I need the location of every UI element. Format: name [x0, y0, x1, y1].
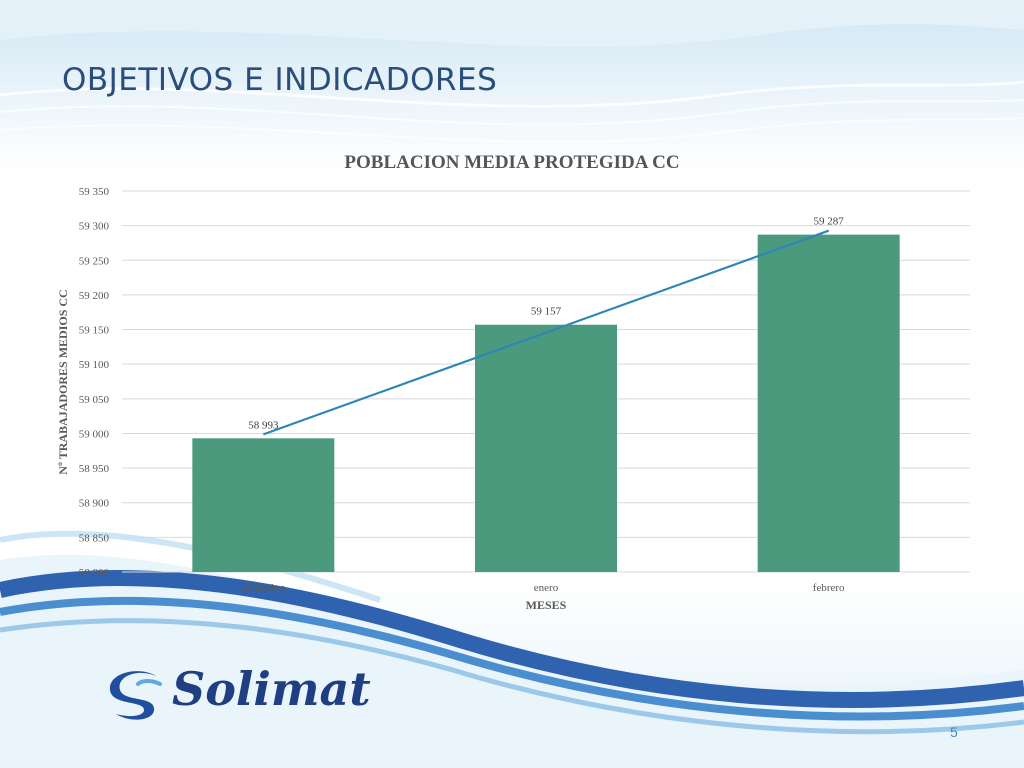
x-tick-labels: diciembre enero febrero	[241, 582, 845, 594]
bar	[192, 438, 335, 572]
y-tick-label: 59 200	[79, 290, 110, 302]
y-tick-label: 59 300	[79, 221, 110, 233]
bars	[192, 234, 900, 572]
logo-text: Solimat	[172, 662, 371, 716]
x-tick-label: febrero	[813, 582, 845, 594]
data-label: 59 157	[531, 306, 562, 318]
y-tick-label: 58 850	[79, 532, 110, 544]
y-tick-label: 58 800	[79, 567, 110, 579]
x-tick-label: diciembre	[241, 582, 285, 594]
data-labels: 58 993 59 157 59 287	[248, 216, 844, 432]
data-label: 59 287	[814, 216, 845, 228]
bar	[757, 234, 900, 572]
chart-title: POBLACION MEDIA PROTEGIDA CC	[344, 152, 679, 173]
top-wave-decoration	[0, 0, 1024, 170]
x-tick-label: enero	[534, 582, 559, 594]
y-tick-label: 59 250	[79, 255, 110, 267]
y-tick-label: 58 950	[79, 463, 110, 475]
logo-mark-icon	[109, 671, 162, 720]
y-axis-title: Nº TRABAJADORES MEDIOS CC	[56, 289, 70, 474]
bottom-wave-decoration	[0, 530, 1024, 768]
page-number: 5	[950, 724, 958, 740]
x-axis-title: MESES	[526, 598, 567, 612]
slide-title: OBJETIVOS E INDICADORES	[62, 62, 498, 98]
bar	[475, 324, 617, 572]
y-tick-label: 59 100	[79, 359, 110, 371]
trendline	[262, 229, 830, 436]
y-tick-label: 59 050	[79, 394, 110, 406]
trendline-line	[262, 229, 830, 436]
y-tick-label: 59 350	[79, 186, 110, 198]
y-tick-label: 59 000	[79, 428, 110, 440]
data-label: 58 993	[248, 419, 279, 431]
y-tick-label: 59 150	[79, 325, 110, 337]
y-tick-label: 58 900	[79, 498, 110, 510]
y-tick-labels: 58 800 58 850 58 900 58 950 59 000 59 050 59 1…	[79, 186, 110, 579]
solimat-logo: Solimat	[108, 662, 378, 726]
